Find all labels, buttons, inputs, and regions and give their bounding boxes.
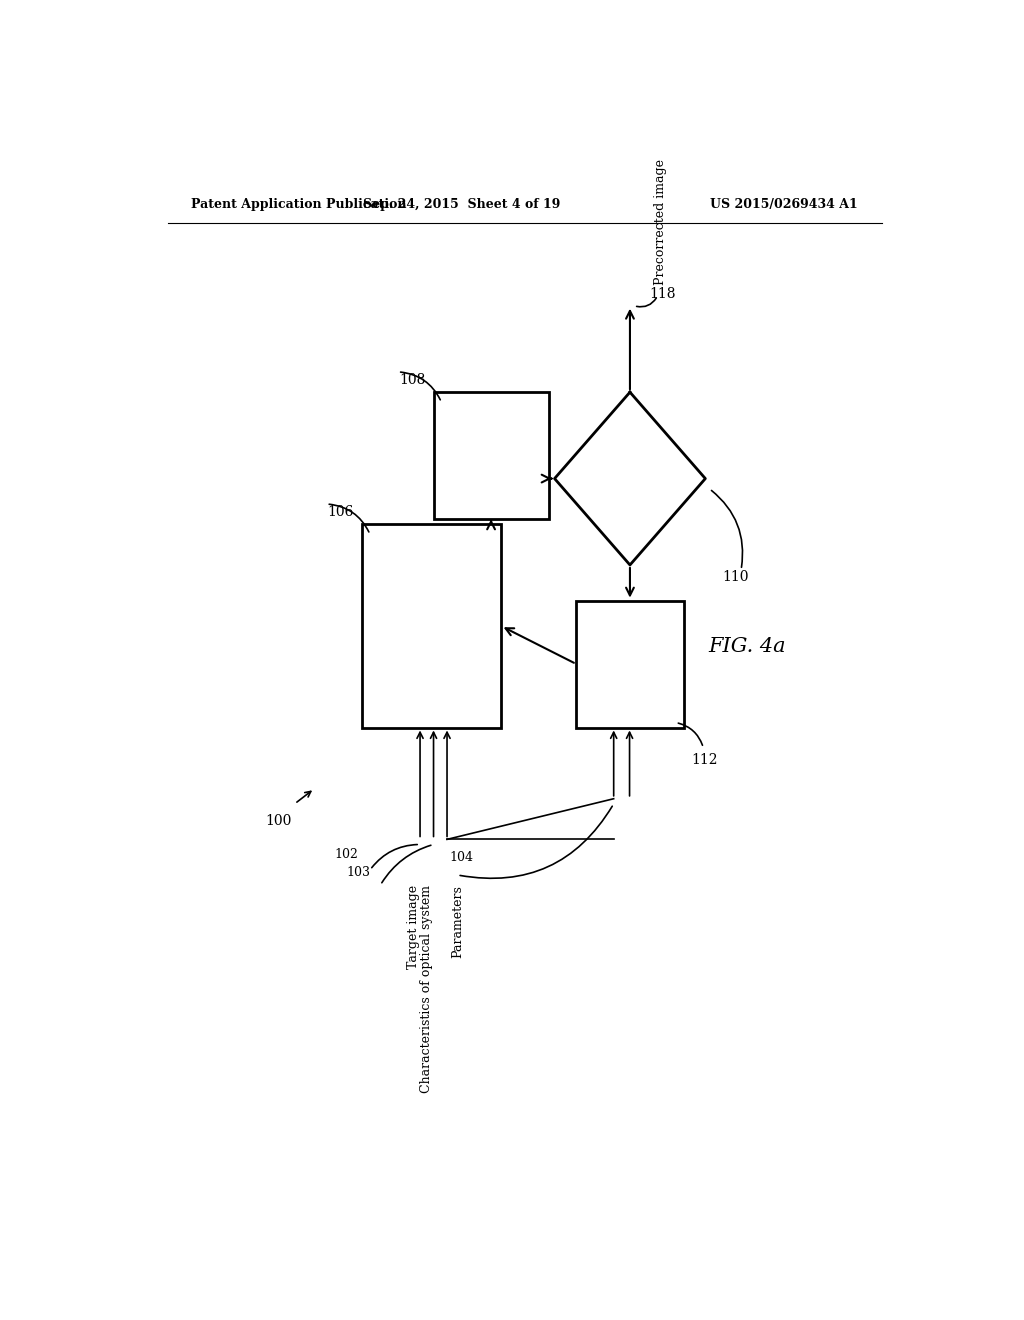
Text: 110: 110 (723, 570, 749, 583)
Text: Parameters: Parameters (451, 886, 464, 958)
Text: 106: 106 (328, 506, 354, 519)
Text: US 2015/0269434 A1: US 2015/0269434 A1 (711, 198, 858, 211)
Bar (577, 601, 684, 727)
Bar (362, 524, 501, 727)
Text: 104: 104 (450, 851, 473, 865)
Text: FIG. 4a: FIG. 4a (709, 636, 785, 656)
Text: 103: 103 (346, 866, 370, 879)
Bar (433, 392, 549, 519)
Text: 100: 100 (265, 814, 292, 828)
Text: Sep. 24, 2015  Sheet 4 of 19: Sep. 24, 2015 Sheet 4 of 19 (362, 198, 560, 211)
Text: Patent Application Publication: Patent Application Publication (191, 198, 407, 211)
Text: Precorrected image: Precorrected image (653, 160, 667, 285)
Text: Characteristics of optical system: Characteristics of optical system (420, 886, 433, 1093)
Text: 102: 102 (334, 849, 358, 861)
Text: 112: 112 (691, 752, 718, 767)
Text: 108: 108 (399, 374, 426, 387)
Text: 118: 118 (650, 286, 676, 301)
Text: Target image: Target image (408, 886, 420, 969)
